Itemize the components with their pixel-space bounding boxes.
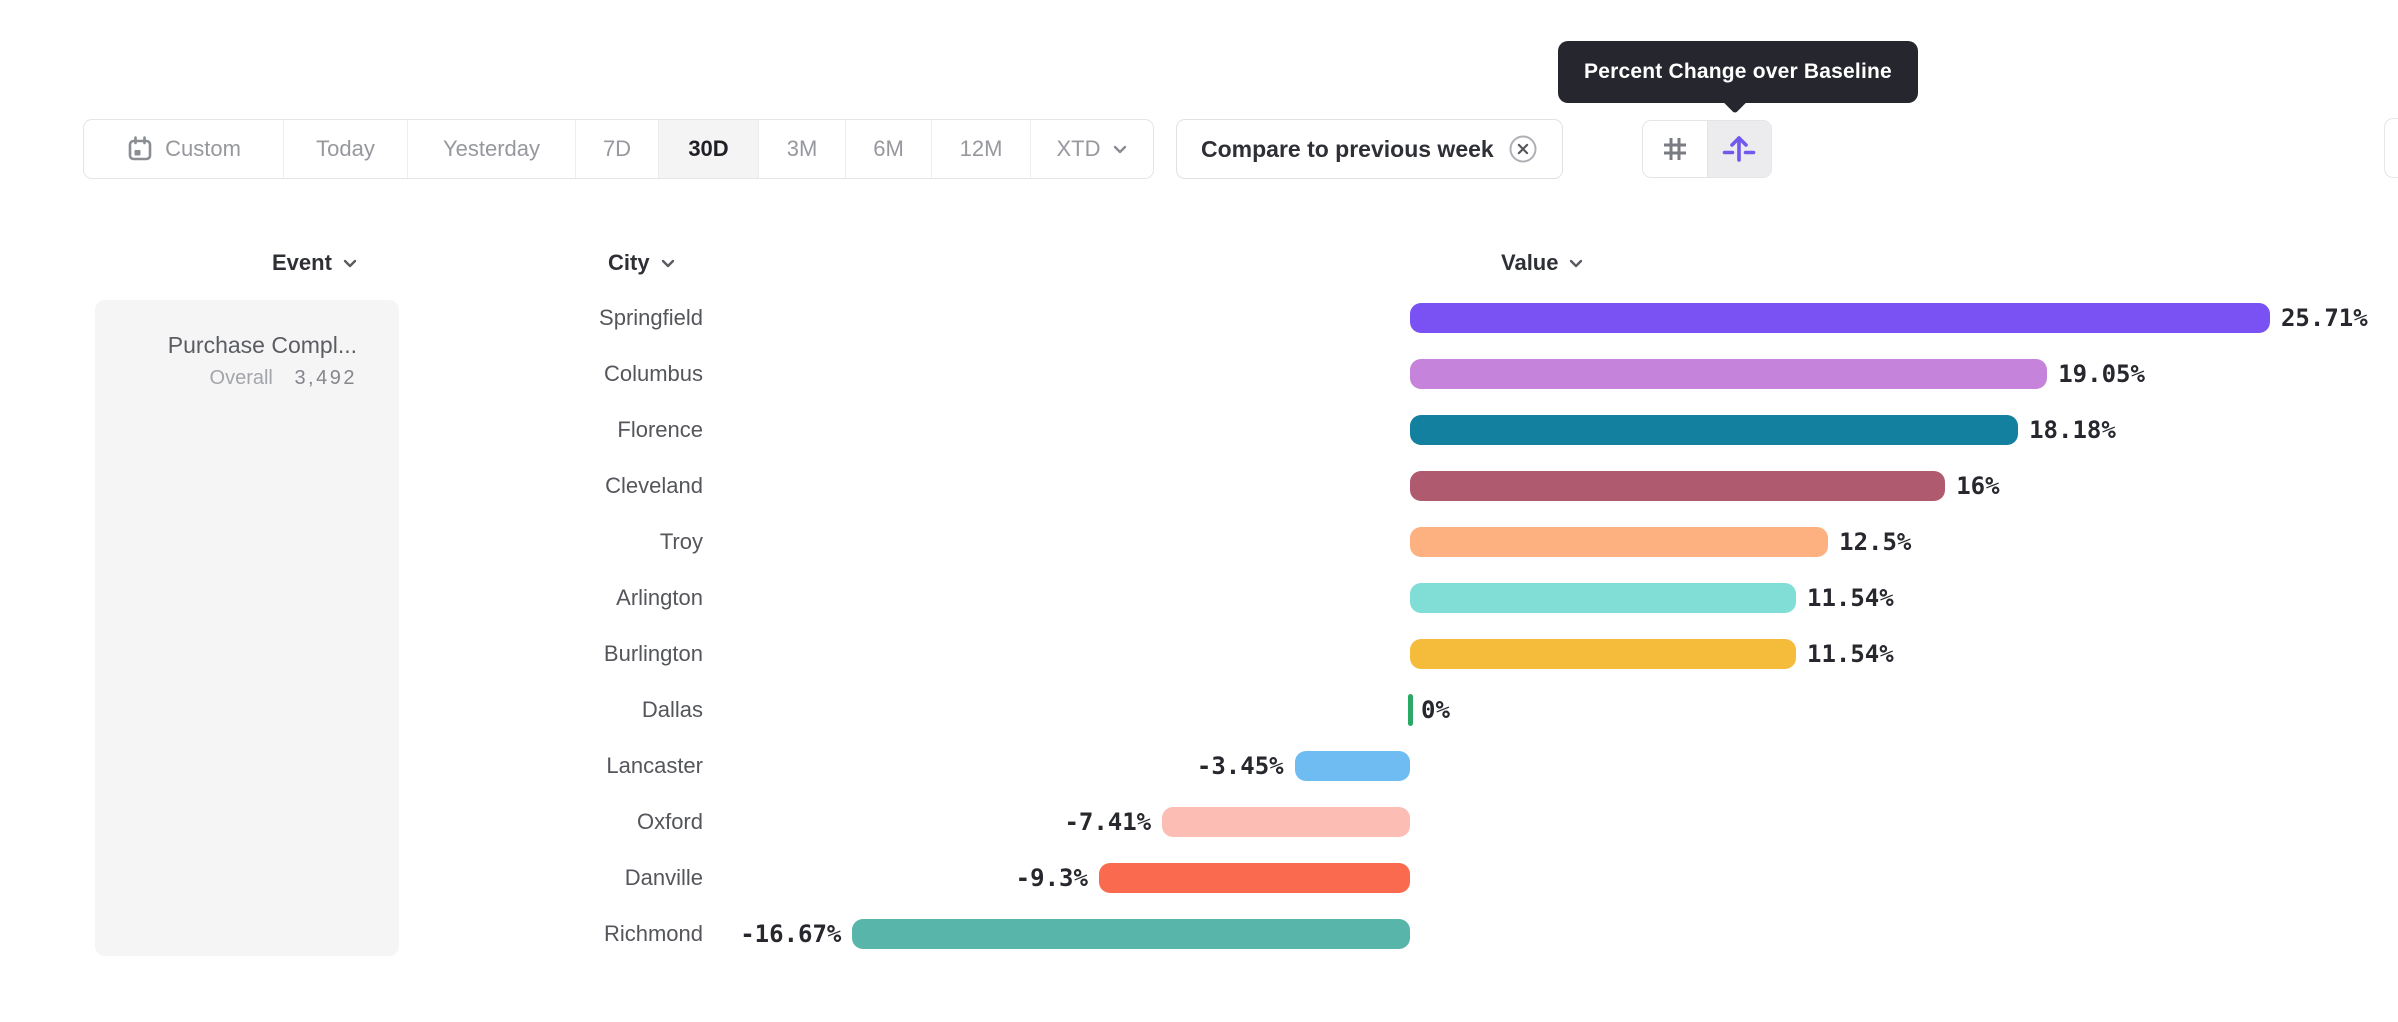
percent-change-over-baseline-button[interactable] bbox=[1707, 121, 1771, 177]
date-range-6m[interactable]: 6M bbox=[846, 120, 932, 178]
baseline-arrow-icon bbox=[1721, 131, 1757, 167]
city-label: Danville bbox=[624, 865, 703, 890]
compare-chip-label: Compare to previous week bbox=[1201, 135, 1494, 162]
city-label: Troy bbox=[659, 529, 703, 554]
city-label: Burlington bbox=[603, 641, 703, 666]
chart-row: Oxford -7.41% bbox=[0, 794, 2398, 850]
bar-value-label: 25.71% bbox=[2280, 304, 2368, 332]
city-label: Lancaster bbox=[606, 753, 703, 778]
bar-value-label: 18.18% bbox=[2029, 416, 2116, 444]
overall-value: 3,492 bbox=[294, 367, 357, 389]
date-range-today[interactable]: Today bbox=[284, 120, 408, 178]
date-range-yesterday[interactable]: Yesterday bbox=[408, 120, 576, 178]
date-range-12m[interactable]: 12M bbox=[932, 120, 1031, 178]
column-header-value[interactable]: Value bbox=[1501, 248, 1584, 278]
zero-tick-bar-dallas[interactable] bbox=[1408, 694, 1413, 726]
date-range-label: Yesterday bbox=[442, 136, 541, 161]
chart-row: Springfield 25.71% bbox=[0, 290, 2398, 346]
city-label: Columbus bbox=[603, 361, 703, 386]
bar-oxford[interactable] bbox=[1162, 807, 1410, 837]
date-range-label: Today bbox=[316, 136, 375, 161]
chart-row: Troy 12.5% bbox=[0, 514, 2398, 570]
bar-chart: Springfield 25.71% Columbus 19.05% Florence 1… bbox=[0, 290, 2398, 962]
date-range-label: 7D bbox=[602, 136, 632, 161]
chevron-down-icon bbox=[1112, 144, 1128, 155]
bar-value-label: 16% bbox=[1956, 472, 2000, 500]
date-range-label: 3M bbox=[786, 136, 818, 161]
bar-columbus[interactable] bbox=[1410, 359, 2048, 389]
date-range-30d[interactable]: 30D bbox=[659, 120, 759, 178]
date-range-label: XTD bbox=[1056, 136, 1101, 161]
date-range-label: 6M bbox=[873, 136, 904, 161]
column-header-label: Event bbox=[272, 250, 332, 275]
bar-value-label: 11.54% bbox=[1807, 584, 1894, 612]
city-label: Oxford bbox=[636, 809, 703, 834]
view-toggle-group bbox=[1642, 120, 1772, 178]
chevron-down-icon bbox=[342, 258, 358, 269]
tooltip-caret bbox=[1722, 88, 1748, 114]
event-name: Purchase Compl... bbox=[167, 332, 357, 358]
hash-icon bbox=[1659, 133, 1691, 165]
chart-row: Cleveland 16% bbox=[0, 458, 2398, 514]
city-label: Arlington bbox=[616, 585, 703, 610]
bar-springfield[interactable] bbox=[1410, 303, 2270, 333]
bar-arlington[interactable] bbox=[1410, 583, 1796, 613]
tooltip-text: Percent Change over Baseline bbox=[1584, 60, 1892, 83]
chart-row: Florence 18.18% bbox=[0, 402, 2398, 458]
compare-chip[interactable]: Compare to previous week bbox=[1176, 119, 1563, 179]
city-label: Cleveland bbox=[605, 473, 703, 498]
city-label: Richmond bbox=[603, 921, 703, 946]
date-range-label: 30D bbox=[688, 136, 729, 161]
column-header-event[interactable]: Event bbox=[272, 248, 358, 278]
bar-value-label: 19.05% bbox=[2058, 360, 2145, 388]
tooltip: Percent Change over Baseline bbox=[1558, 41, 1918, 114]
bar-value-label: 0% bbox=[1421, 696, 1450, 724]
absolute-numbers-button[interactable] bbox=[1643, 121, 1708, 177]
bar-value-label: -7.41% bbox=[1064, 808, 1152, 836]
date-range-label: 12M bbox=[959, 136, 1003, 161]
date-range-3m[interactable]: 3M bbox=[759, 120, 846, 178]
bar-value-label: 12.5% bbox=[1839, 528, 1912, 556]
date-range-custom[interactable]: Custom bbox=[84, 120, 284, 178]
date-range-xtd[interactable]: XTD bbox=[1031, 120, 1153, 178]
city-label: Florence bbox=[617, 417, 703, 442]
bar-richmond[interactable] bbox=[852, 919, 1410, 949]
bar-burlington[interactable] bbox=[1410, 639, 1796, 669]
date-range-picker: Custom Today Yesterday 7D 30D 3M 6M 12M XTD bbox=[83, 119, 1154, 179]
date-range-7d[interactable]: 7D bbox=[576, 120, 659, 178]
chevron-down-icon bbox=[660, 258, 676, 269]
chart-row: Arlington 11.54% bbox=[0, 570, 2398, 626]
calendar-icon bbox=[126, 135, 154, 163]
bar-troy[interactable] bbox=[1410, 527, 1829, 557]
bar-value-label: -9.3% bbox=[1015, 864, 1088, 892]
column-header-city[interactable]: City bbox=[608, 248, 676, 278]
city-label: Springfield bbox=[599, 305, 703, 330]
date-range-label: Custom bbox=[165, 136, 241, 161]
bar-cleveland[interactable] bbox=[1410, 471, 1946, 501]
bar-value-label: -16.67% bbox=[740, 920, 842, 948]
event-panel[interactable]: Purchase Compl... Overall 3,492 bbox=[95, 300, 399, 956]
bar-value-label: 11.54% bbox=[1807, 640, 1894, 668]
chart-row: Lancaster -3.45% bbox=[0, 738, 2398, 794]
chart-row: Dallas 0% bbox=[0, 682, 2398, 738]
city-label: Dallas bbox=[641, 697, 703, 722]
partial-button-right-edge[interactable] bbox=[2384, 118, 2398, 178]
bar-lancaster[interactable] bbox=[1294, 751, 1410, 781]
event-overall-row: Overall 3,492 bbox=[95, 365, 357, 391]
chart-row: Danville -9.3% bbox=[0, 850, 2398, 906]
chevron-down-icon bbox=[1568, 258, 1584, 269]
x-circle-icon[interactable] bbox=[1508, 134, 1538, 164]
column-header-label: Value bbox=[1501, 250, 1559, 275]
column-header-label: City bbox=[608, 250, 650, 275]
bar-danville[interactable] bbox=[1098, 863, 1410, 893]
bar-florence[interactable] bbox=[1410, 415, 2019, 445]
bar-value-label: -3.45% bbox=[1196, 752, 1284, 780]
chart-row: Columbus 19.05% bbox=[0, 346, 2398, 402]
chart-row: Richmond -16.67% bbox=[0, 906, 2398, 962]
overall-label: Overall bbox=[209, 367, 273, 389]
chart-row: Burlington 11.54% bbox=[0, 626, 2398, 682]
